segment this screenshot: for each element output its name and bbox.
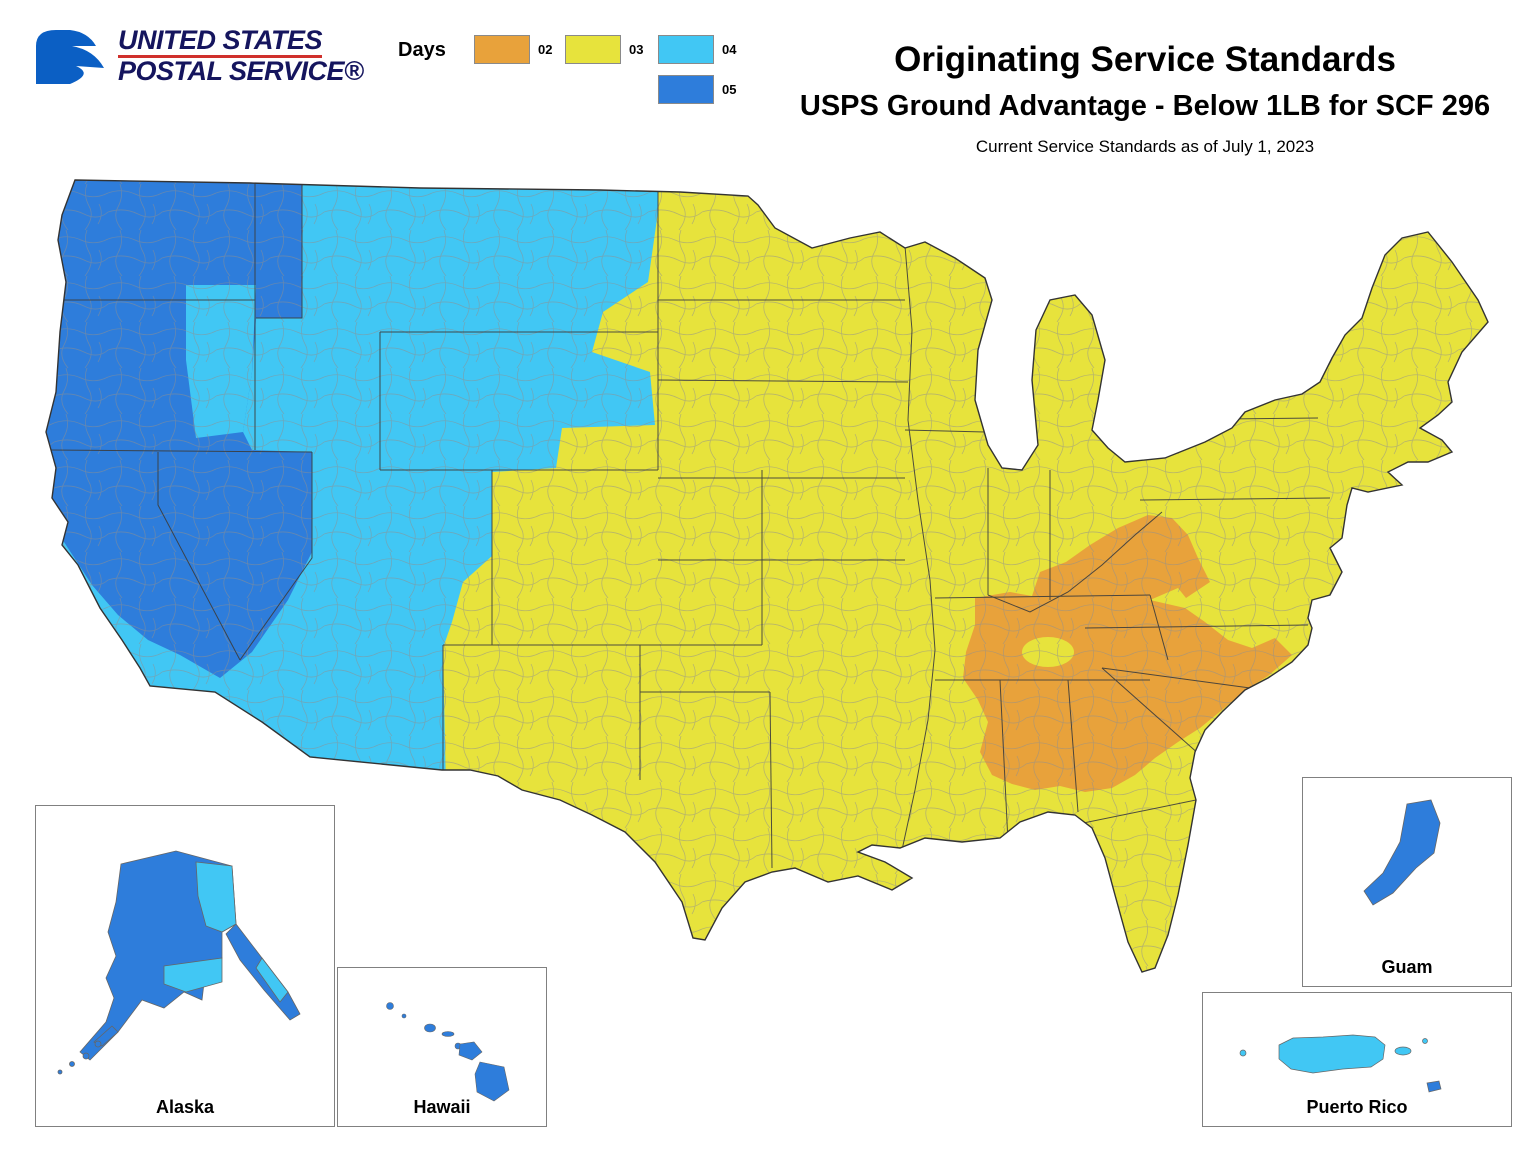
legend-swatch-5-days <box>658 75 714 104</box>
us-outline <box>45 179 1489 973</box>
guam-map <box>1363 799 1441 906</box>
legend-swatch-3-days <box>565 35 621 64</box>
inset-label-guam: Guam <box>1381 957 1433 977</box>
page-title: Originating Service Standards <box>894 40 1396 79</box>
usps-logo: UNITED STATES POSTAL SERVICE® <box>30 24 364 88</box>
logo-line1: UNITED STATES <box>118 27 323 58</box>
inset-alaska: Alaska <box>35 805 335 1127</box>
alaska-map <box>57 850 301 1075</box>
title-block: Originating Service Standards USPS Groun… <box>795 40 1495 157</box>
inset-puerto-rico: Puerto Rico <box>1202 992 1512 1127</box>
puerto-rico-map <box>1239 1034 1442 1093</box>
legend-label-4-days: 04 <box>722 42 737 57</box>
legend: Days 02 03 04 05 <box>398 30 768 120</box>
legend-title: Days <box>398 39 446 61</box>
usps-logo-text: UNITED STATES POSTAL SERVICE® <box>118 27 364 86</box>
usps-eagle-icon <box>36 30 104 84</box>
inset-label-hawaii: Hawaii <box>413 1097 471 1117</box>
inset-label-puerto-rico: Puerto Rico <box>1306 1097 1408 1117</box>
hawaii-map <box>386 1002 510 1102</box>
inset-hawaii: Hawaii <box>337 967 547 1127</box>
legend-label-3-days: 03 <box>629 42 644 57</box>
inset-label-alaska: Alaska <box>155 1097 215 1117</box>
inset-guam: Guam <box>1302 777 1512 987</box>
page-subtitle: USPS Ground Advantage - Below 1LB for SC… <box>799 90 1491 122</box>
legend-label-5-days: 05 <box>722 82 737 97</box>
legend-swatch-2-days <box>474 35 530 64</box>
legend-label-2-days: 02 <box>538 42 553 57</box>
logo-line2: POSTAL SERVICE® <box>118 56 364 86</box>
date-note: Current Service Standards as of July 1, … <box>975 137 1315 156</box>
legend-swatch-4-days <box>658 35 714 64</box>
